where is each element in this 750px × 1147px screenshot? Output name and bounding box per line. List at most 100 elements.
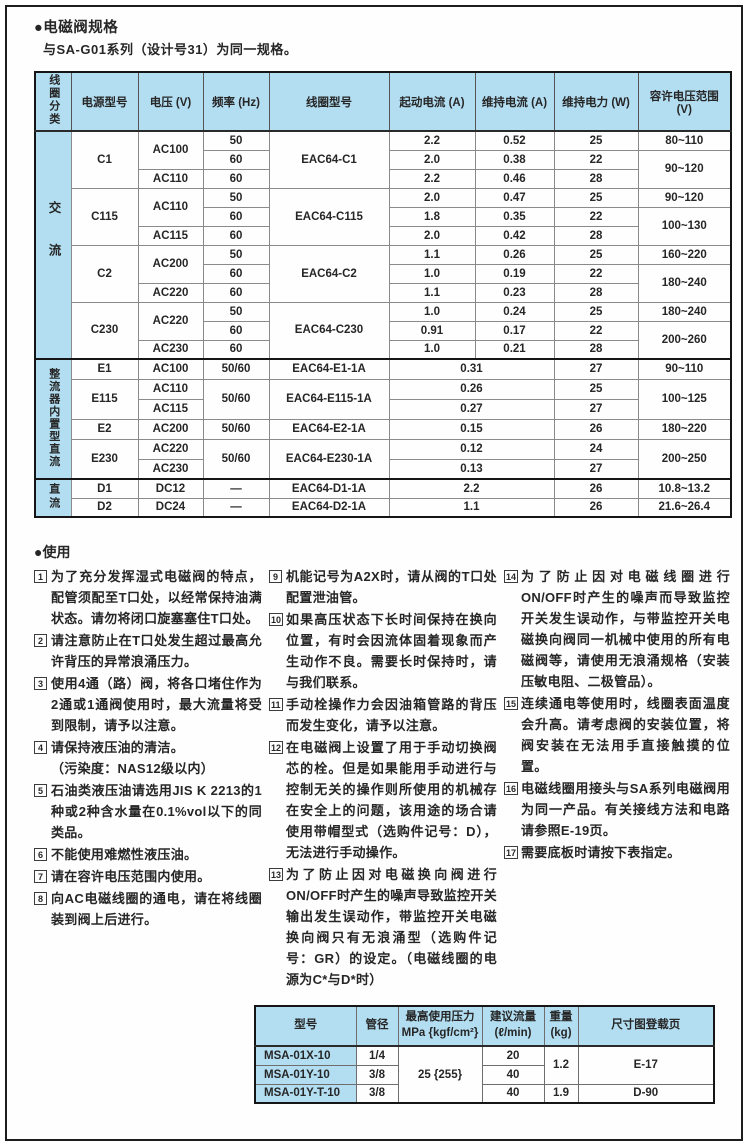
note-number: 2	[34, 634, 47, 647]
table-cell: 50	[202, 244, 270, 265]
table-cell: 0.26	[388, 378, 555, 400]
table-cell: EAC64-E115-1A	[268, 378, 390, 420]
solenoid-spec-table: 线圈分类 电源型号 电压 (V) 频率 (Hz) 线圈型号 起动电流 (A) 维…	[34, 71, 732, 518]
col-header-hold-power: 维持电力 (W)	[553, 71, 639, 132]
table-cell: C115	[70, 187, 139, 246]
table-cell: 21.6~26.4	[637, 497, 732, 518]
baseplate-model-table: 型号 管径 最高使用压力 MPa {kgf/cm²} 建议流量 (ℓ/min) …	[254, 1005, 715, 1104]
usage-note: 8 向AC电磁线圈的通电，请在将线圈装到阀上后进行。	[34, 888, 262, 930]
note-number: 6	[34, 848, 47, 861]
table-cell: 0.12	[388, 438, 555, 460]
table-cell: 1.8	[388, 206, 476, 227]
table-cell: 0.27	[388, 398, 555, 420]
table-cell: 0.26	[474, 244, 555, 265]
note-text: 石油类液压油请选用JIS K 2213的1种或2种含水量在0.1%vol以下的同…	[51, 783, 262, 840]
col-header-flow: 建议流量 (ℓ/min)	[481, 1005, 545, 1047]
table-cell: 1.0	[388, 339, 476, 360]
col-header-coil-class: 线圈分类	[34, 71, 72, 132]
table-row: 60 1.0 0.19 22 180~240	[35, 263, 732, 303]
note-number: 17	[504, 846, 519, 859]
table-cell: 80~110	[637, 130, 732, 151]
table-cell: 180~240	[637, 263, 732, 303]
table-cell: AC115	[137, 398, 204, 420]
table-row: 60 0.91 0.17 22 200~260	[35, 320, 732, 360]
table-cell: EAC64-C230	[268, 301, 390, 360]
table-cell: 22	[553, 149, 639, 170]
table-cell: 25	[553, 244, 639, 265]
table-cell: 1.1	[388, 282, 476, 303]
table-row: MSA-01Y-T-10 3/8 40 1.9 D-90	[254, 1083, 715, 1104]
col-header-hold-current: 维持电流 (A)	[474, 71, 555, 132]
table-row: 60 2.0 0.38 22 90~120	[35, 149, 732, 189]
table-cell: 3/8	[355, 1064, 399, 1085]
table-cell: D1	[70, 478, 139, 499]
table-row: AC110 60 2.2 0.46 28	[35, 168, 731, 189]
usage-notes-column-2: 9 机能记号为A2X时，请从阀的T口处配置泄油管。 10 如果高压状态下长时间保持在…	[269, 566, 497, 991]
table-row: 交流 C1 AC100 50 EAC64-C1 2.2 0.52 25 80~1…	[34, 130, 732, 360]
usage-note: 14 为了防止因对电磁线圈进行ON/OFF时产生的噪声而导致监控开关发生误动作，与…	[504, 566, 730, 692]
usage-note: 10 如果高压状态下长时间保持在换向位置，有时会因流体固着现象而产生动作不良。需要…	[269, 609, 497, 693]
table-cell: 0.21	[474, 339, 555, 360]
table-cell: C230	[70, 301, 139, 360]
table-cell: 50	[202, 301, 270, 322]
usage-note: 9 机能记号为A2X时，请从阀的T口处配置泄油管。	[269, 566, 497, 608]
table-cell: 1.2	[543, 1045, 579, 1085]
table-cell: 100~125	[637, 378, 732, 420]
table-cell: 27	[553, 358, 639, 380]
note-text: 连续通电等使用时，线圈表面温度会升高。请考虑阀的安装位置，将阀安装在无法用手直接…	[521, 696, 730, 774]
table-row: 60 1.8 0.35 22 100~130	[35, 206, 732, 246]
table-cell: 22	[553, 320, 639, 341]
table-cell: AC110	[137, 168, 204, 189]
usage-note: 2 请注意防止在T口处发生超过最高允许背压的异常浪涌压力。	[34, 630, 262, 672]
table-cell: 90~110	[637, 358, 732, 380]
table-row: MSA-01Y-10 3/8 40	[254, 1064, 714, 1085]
table-cell: 180~220	[637, 418, 732, 440]
col-header-start-current: 起动电流 (A)	[388, 71, 476, 132]
table-cell: EAC64-E1-1A	[268, 358, 390, 380]
table-cell: 25	[553, 378, 639, 400]
note-number: 4	[34, 741, 47, 754]
col-header-max-pressure: 最高使用压力 MPa {kgf/cm²}	[397, 1005, 483, 1047]
table-cell: 60	[202, 339, 270, 360]
table-cell: 28	[553, 225, 639, 246]
table-cell: 25	[553, 130, 639, 151]
table-cell: C2	[70, 244, 139, 303]
usage-notes-column-1: 1 为了充分发挥湿式电磁阀的特点，配管须配至T口处，以经常保持油满状态。请勿将闭口…	[34, 566, 262, 991]
table-cell: AC200	[137, 418, 204, 440]
table-cell: 26	[553, 478, 639, 499]
col-header-dimension-page: 尺寸图登载页	[577, 1005, 715, 1047]
table-cell: 60	[202, 168, 270, 189]
note-text: 请在容许电压范围内使用。	[51, 869, 211, 884]
table-cell: 22	[553, 206, 639, 227]
table-cell: 60	[202, 225, 270, 246]
table-row: E115 AC110 50/60 EAC64-E115-1A 0.26 25 1…	[35, 378, 732, 420]
table-cell: 25 {255}	[397, 1045, 483, 1104]
note-number: 9	[269, 570, 282, 583]
table-row: E230 AC220 50/60 EAC64-E230-1A 0.12 24 2…	[35, 438, 732, 480]
table-cell: 200~250	[637, 438, 732, 480]
note-text: 请保持液压油的清洁。 （污染度：NAS12级以内）	[51, 740, 215, 776]
table-row: AC230 60 1.0 0.21 28	[35, 339, 731, 360]
table-cell: 27	[553, 398, 639, 420]
note-text: 在电磁阀上设置了用于手动切换阀芯的栓。但是如果能用手动进行与控制无关的操作则所使…	[286, 740, 497, 860]
usage-section: ●使用 1 为了充分发挥湿式电磁阀的特点，配管须配至T口处，以经常保持油满状态。请…	[34, 542, 730, 991]
table-cell: 60	[202, 320, 270, 341]
usage-note: 15 连续通电等使用时，线圈表面温度会升高。请考虑阀的安装位置，将阀安装在无法用手…	[504, 693, 730, 777]
table-row: E2 AC200 50/60 EAC64-E2-1A 0.15 26 180~2…	[35, 418, 732, 440]
table-row: C2 AC200 50 EAC64-C2 1.1 0.26 25 160~220	[35, 244, 732, 303]
table-cell: MSA-01Y-10	[254, 1064, 357, 1085]
table-cell: DC24	[137, 497, 204, 518]
table-cell: EAC64-D2-1A	[268, 497, 390, 518]
table-cell: AC100	[137, 130, 204, 170]
table-cell: —	[202, 478, 270, 499]
table-cell: 25	[553, 187, 639, 208]
table-cell: 20	[481, 1045, 545, 1066]
table-cell: 0.38	[474, 149, 555, 170]
note-text: 如果高压状态下长时间保持在换向位置，有时会因流体固着现象而产生动作不良。需要长时…	[286, 612, 497, 690]
usage-note: 17 需要底板时请按下表指定。	[504, 842, 730, 863]
note-number: 13	[269, 868, 284, 881]
table-cell: 0.13	[388, 458, 555, 480]
table-cell: 0.24	[474, 301, 555, 322]
table-cell: 25	[553, 301, 639, 322]
table-cell: EAC64-E230-1A	[268, 438, 390, 480]
